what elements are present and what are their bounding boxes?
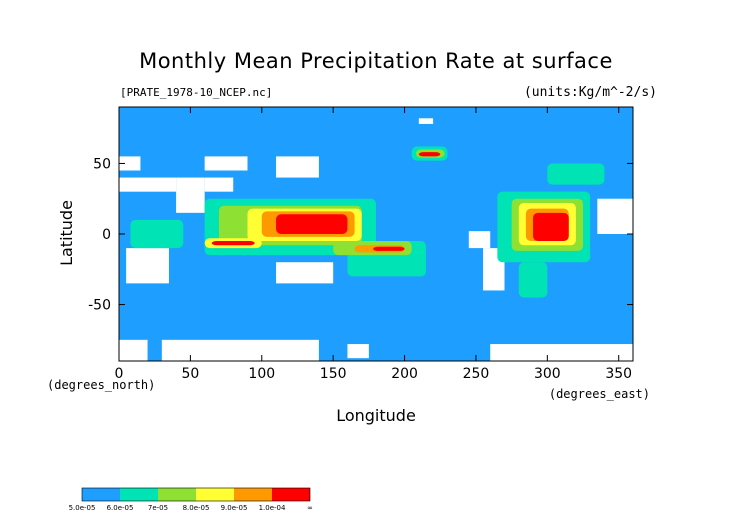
- colorbar-swatch: [272, 488, 310, 501]
- units-label: (units:Kg/m^-2/s): [524, 85, 657, 100]
- x-tick-label: 200: [391, 366, 418, 382]
- plot-area: [119, 107, 633, 361]
- colorbar-label: 7e-05: [148, 504, 168, 512]
- missing-data-region: [119, 156, 141, 171]
- missing-data-region: [490, 344, 633, 361]
- missing-data-region: [347, 344, 369, 359]
- x-tick-label: 250: [463, 366, 490, 382]
- precip-level-region: [211, 241, 255, 246]
- colorbar-swatch: [82, 488, 120, 501]
- colorbar-label: 9.0e-05: [221, 504, 248, 512]
- colorbar: 5.0e-05 6.0e-05 7e-05 8.0e-05 9.0e-05 1.0e-04…: [69, 487, 313, 512]
- y-tick-label: 50: [93, 156, 111, 172]
- missing-data-region: [119, 339, 148, 361]
- x-tick-label: 50: [181, 366, 199, 382]
- x-tick-label: 300: [534, 366, 561, 382]
- missing-data-region: [418, 118, 434, 124]
- colorbar-swatch: [158, 488, 196, 501]
- missing-data-region: [468, 231, 491, 249]
- missing-data-region: [204, 177, 234, 192]
- x-tick-label: 0: [115, 366, 124, 382]
- chart-title: Monthly Mean Precipitation Rate at surfa…: [139, 49, 613, 73]
- missing-data-region: [597, 198, 633, 234]
- missing-data-region: [176, 177, 205, 213]
- missing-data-region: [126, 248, 169, 284]
- missing-data-region: [276, 262, 334, 284]
- x-tick-label: 150: [320, 366, 347, 382]
- colorbar-label: 5.0e-05: [69, 504, 96, 512]
- colorbar-frame: [81, 487, 311, 502]
- missing-data-region: [204, 156, 248, 171]
- precip-level-region: [373, 246, 405, 251]
- axes: 0 50 100 150 200 250 300 350 50 0 -50: [88, 106, 634, 382]
- x-tick-label: 350: [605, 366, 632, 382]
- missing-data-region: [119, 177, 177, 192]
- file-label: [PRATE_1978-10_NCEP.nc]: [120, 86, 272, 99]
- x-tick-label: 100: [248, 366, 275, 382]
- y-axis-title: Latitude: [57, 200, 76, 266]
- colorbar-swatch: [196, 488, 234, 501]
- missing-data-region: [276, 156, 319, 178]
- precip-level-region: [418, 152, 441, 157]
- precip-level-region: [547, 163, 605, 185]
- colorbar-swatch: [120, 488, 158, 501]
- colorbar-swatch: [234, 488, 272, 501]
- colorbar-label: ∞: [307, 504, 313, 512]
- x-axis-title: Longitude: [336, 406, 416, 425]
- precip-level-region: [533, 212, 569, 242]
- missing-data-region: [161, 339, 319, 361]
- precip-level-region: [276, 214, 348, 234]
- precip-level-region: [518, 262, 548, 298]
- colorbar-label: 8.0e-05: [183, 504, 210, 512]
- x-unit-label: (degrees_east): [549, 387, 650, 401]
- y-unit-label: (degrees_north): [47, 378, 155, 392]
- y-tick-label: -50: [88, 298, 111, 314]
- colorbar-label: 1.0e-04: [259, 504, 286, 512]
- colorbar-label: 6.0e-05: [107, 504, 134, 512]
- precip-level-region: [130, 219, 184, 249]
- y-tick-label: 0: [102, 227, 111, 243]
